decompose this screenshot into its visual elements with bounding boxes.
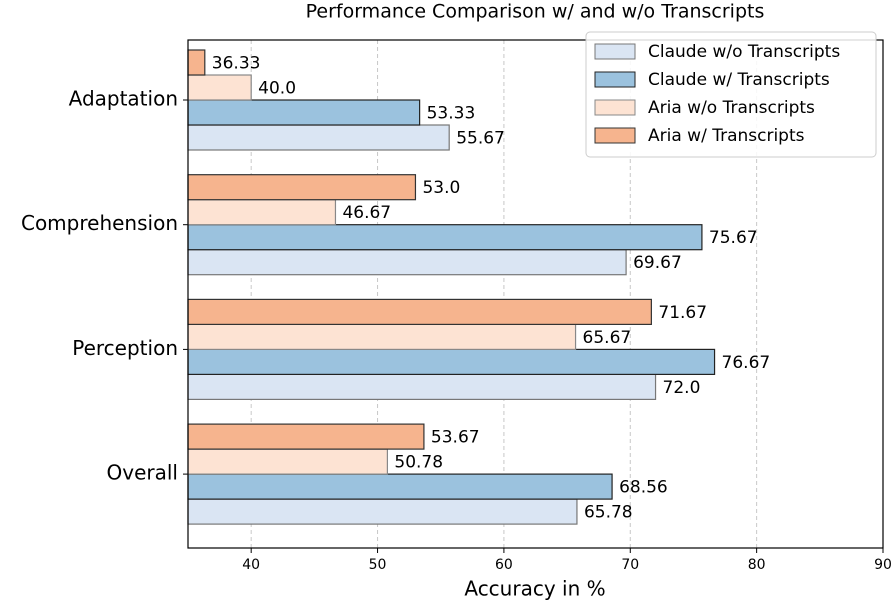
- bar: [187, 249, 627, 276]
- bar: [187, 99, 421, 126]
- value-label: 53.33: [427, 104, 476, 124]
- legend-label: Aria w/ Transcripts: [648, 126, 805, 146]
- bar: [187, 124, 450, 151]
- x-tick-label: 60: [495, 557, 513, 573]
- bar: [187, 498, 578, 525]
- bar: [187, 298, 652, 325]
- bar: [187, 423, 425, 450]
- value-label: 68.56: [619, 478, 668, 498]
- bar: [187, 199, 337, 226]
- value-label: 75.67: [709, 228, 758, 248]
- y-tick-label: Adaptation: [69, 87, 178, 111]
- legend-label: Aria w/o Transcripts: [648, 98, 815, 118]
- legend-label: Claude w/ Transcripts: [648, 70, 830, 90]
- value-label: 40.0: [258, 79, 296, 99]
- chart-title: Performance Comparison w/ and w/o Transc…: [306, 1, 765, 23]
- legend-label: Claude w/o Transcripts: [648, 42, 840, 62]
- value-label: 50.78: [394, 453, 443, 473]
- bar: [187, 174, 417, 201]
- legend-swatch: [594, 43, 636, 60]
- x-tick-label: 40: [242, 557, 260, 573]
- value-label: 65.78: [584, 503, 633, 523]
- value-label: 69.67: [633, 253, 682, 273]
- value-label: 72.0: [663, 378, 701, 398]
- value-label: 55.67: [456, 129, 505, 149]
- x-axis-label: Accuracy in %: [464, 577, 605, 601]
- legend-swatch: [594, 99, 636, 116]
- value-label: 36.33: [212, 54, 261, 74]
- x-tick-label: 70: [621, 557, 639, 573]
- value-label: 53.0: [422, 178, 460, 198]
- x-tick-label: 80: [748, 557, 766, 573]
- x-tick-label: 90: [874, 557, 892, 573]
- bar: [187, 448, 389, 475]
- y-tick-label: Perception: [72, 336, 178, 360]
- value-label: 76.67: [722, 353, 771, 373]
- y-tick-label: Overall: [107, 461, 178, 485]
- y-tick-label: Comprehension: [21, 211, 178, 235]
- bar: [187, 373, 657, 400]
- value-label: 46.67: [342, 203, 391, 223]
- bar: [187, 473, 613, 500]
- bar: [187, 348, 716, 375]
- legend-swatch: [594, 71, 636, 88]
- value-label: 53.67: [431, 428, 480, 448]
- value-label: 65.67: [583, 328, 632, 348]
- legend-box: [585, 31, 877, 158]
- bar: [187, 323, 577, 350]
- value-label: 71.67: [658, 303, 707, 323]
- bar: [187, 74, 252, 101]
- bar: [187, 224, 703, 251]
- bar: [187, 49, 206, 76]
- legend-swatch: [594, 127, 636, 144]
- plot-frame: [187, 39, 884, 549]
- x-tick-label: 50: [369, 557, 387, 573]
